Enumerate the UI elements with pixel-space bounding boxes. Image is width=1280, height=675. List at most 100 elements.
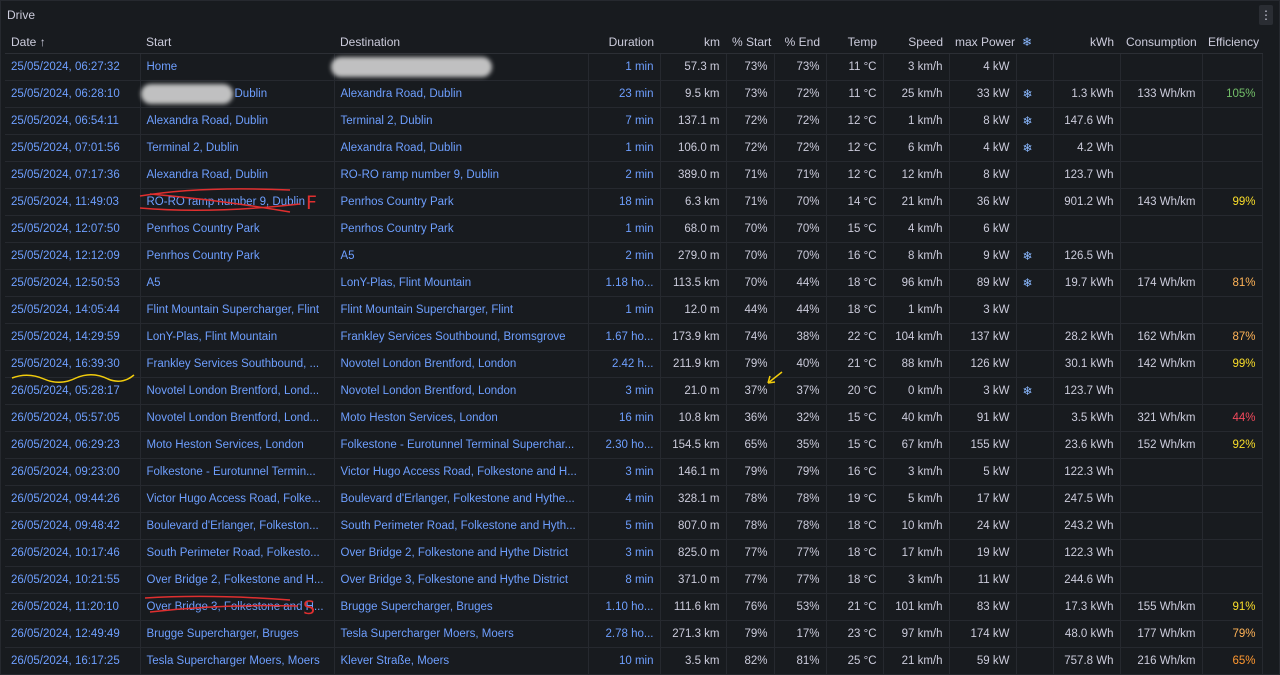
date-cell[interactable]: 25/05/2024, 12:12:09 xyxy=(5,242,141,270)
start-cell[interactable]: Penrhos Country Park xyxy=(140,215,335,243)
table-row[interactable]: 26/05/2024, 11:20:10 Over Bridge 3, Folke… xyxy=(5,593,1263,621)
duration-cell[interactable]: 2 min xyxy=(588,161,661,189)
duration-cell[interactable]: 10 min xyxy=(588,647,661,675)
start-cell[interactable]: Alexandra Road, Dublin xyxy=(140,161,335,189)
start-cell[interactable]: Novotel London Brentford, Lond... xyxy=(140,377,335,405)
table-row[interactable]: 26/05/2024, 12:49:49 Brugge Supercharger,… xyxy=(5,620,1263,648)
destination-cell[interactable]: Alexandra Road, Dublin xyxy=(334,134,589,162)
table-row[interactable]: 26/05/2024, 10:21:55 Over Bridge 2, Folke… xyxy=(5,566,1263,594)
start-cell[interactable]: Penrhos Country Park xyxy=(140,242,335,270)
destination-cell[interactable]: Victor Hugo Access Road, Folkestone and … xyxy=(334,458,589,486)
column-header-temp[interactable]: Temp xyxy=(826,31,883,54)
duration-cell[interactable]: 2.30 ho... xyxy=(588,431,661,459)
destination-cell[interactable]: Alexandra Road, Dublin xyxy=(334,80,589,108)
duration-cell[interactable]: 16 min xyxy=(588,404,661,432)
destination-cell[interactable]: Terminal 2, Dublin xyxy=(334,107,589,135)
column-header-start-soc[interactable]: % Start xyxy=(726,31,774,54)
date-cell[interactable]: 25/05/2024, 12:50:53 xyxy=(5,269,141,297)
start-cell[interactable]: Terminal 2, Dublin xyxy=(140,134,335,162)
table-row[interactable]: 25/05/2024, 12:50:53 A5 LonY-Plas, Flint M… xyxy=(5,269,1263,297)
start-cell[interactable]: Boulevard d'Erlanger, Folkeston... xyxy=(140,512,335,540)
duration-cell[interactable]: 3 min xyxy=(588,377,661,405)
duration-cell[interactable]: 1 min xyxy=(588,215,661,243)
duration-cell[interactable]: 23 min xyxy=(588,80,661,108)
duration-cell[interactable]: 3 min xyxy=(588,539,661,567)
column-header-destination[interactable]: Destination xyxy=(334,31,588,54)
duration-cell[interactable]: 1.10 ho... xyxy=(588,593,661,621)
destination-cell[interactable]: South Perimeter Road, Folkestone and Hyt… xyxy=(334,512,589,540)
table-row[interactable]: 26/05/2024, 09:44:26 Victor Hugo Access R… xyxy=(5,485,1263,513)
table-row[interactable]: 25/05/2024, 16:39:30 Frankley Services So… xyxy=(5,350,1263,378)
table-row[interactable]: 25/05/2024, 14:29:59 LonY-Plas, Flint Mou… xyxy=(5,323,1263,351)
destination-cell[interactable]: Penrhos Country Park xyxy=(334,188,589,216)
kebab-menu-icon[interactable]: ⋮ xyxy=(1259,5,1273,25)
start-cell[interactable]: Over Bridge 3, Folkestone and H... xyxy=(140,593,335,621)
table-row[interactable]: 25/05/2024, 06:27:32 Home 1 min 57.3 m 73% 73… xyxy=(5,53,1263,81)
column-header-consumption[interactable]: Consumption xyxy=(1120,31,1202,54)
destination-cell[interactable]: Flint Mountain Supercharger, Flint xyxy=(334,296,589,324)
column-header-efficiency[interactable]: Efficiency xyxy=(1202,31,1262,54)
date-cell[interactable]: 26/05/2024, 09:23:00 xyxy=(5,458,141,486)
table-row[interactable]: 26/05/2024, 06:29:23 Moto Heston Services… xyxy=(5,431,1263,459)
column-header-speed[interactable]: Speed xyxy=(883,31,949,54)
date-cell[interactable]: 26/05/2024, 06:29:23 xyxy=(5,431,141,459)
duration-cell[interactable]: 1 min xyxy=(588,53,661,81)
table-row[interactable]: 26/05/2024, 05:57:05 Novotel London Brent… xyxy=(5,404,1263,432)
date-cell[interactable]: 25/05/2024, 06:27:32 xyxy=(5,53,141,81)
duration-cell[interactable]: 7 min xyxy=(588,107,661,135)
table-row[interactable]: 25/05/2024, 07:01:56 Terminal 2, Dublin Al… xyxy=(5,134,1263,162)
destination-cell[interactable]: Klever Straße, Moers xyxy=(334,647,589,675)
start-cell[interactable]: Folkestone - Eurotunnel Termin... xyxy=(140,458,335,486)
column-header-kwh[interactable]: kWh xyxy=(1053,31,1120,54)
start-cell[interactable]: Brugge Supercharger, Bruges xyxy=(140,620,335,648)
date-cell[interactable]: 26/05/2024, 09:44:26 xyxy=(5,485,141,513)
destination-cell[interactable]: Folkestone - Eurotunnel Terminal Superch… xyxy=(334,431,589,459)
start-cell[interactable]: Over Bridge 2, Folkestone and H... xyxy=(140,566,335,594)
duration-cell[interactable]: 8 min xyxy=(588,566,661,594)
date-cell[interactable]: 25/05/2024, 16:39:30 xyxy=(5,350,141,378)
destination-cell[interactable]: Over Bridge 3, Folkestone and Hythe Dist… xyxy=(334,566,589,594)
date-cell[interactable]: 25/05/2024, 06:28:10 xyxy=(5,80,141,108)
start-cell[interactable]: Novotel London Brentford, Lond... xyxy=(140,404,335,432)
start-cell[interactable]: Frankley Services Southbound, ... xyxy=(140,350,335,378)
table-row[interactable]: 26/05/2024, 16:17:25 Tesla Supercharger M… xyxy=(5,647,1263,675)
destination-cell[interactable]: RO-RO ramp number 9, Dublin xyxy=(334,161,589,189)
date-cell[interactable]: 26/05/2024, 09:48:42 xyxy=(5,512,141,540)
date-cell[interactable]: 25/05/2024, 14:05:44 xyxy=(5,296,141,324)
duration-cell[interactable]: 1 min xyxy=(588,134,661,162)
column-header-date[interactable]: Date ↑ xyxy=(5,31,140,54)
date-cell[interactable]: 26/05/2024, 10:21:55 xyxy=(5,566,141,594)
date-cell[interactable]: 26/05/2024, 10:17:46 xyxy=(5,539,141,567)
date-cell[interactable]: 25/05/2024, 07:17:36 xyxy=(5,161,141,189)
start-cell[interactable]: South Perimeter Road, Folkesto... xyxy=(140,539,335,567)
table-row[interactable]: 26/05/2024, 09:23:00 Folkestone - Eurotun… xyxy=(5,458,1263,486)
start-cell[interactable]: Moto Heston Services, London xyxy=(140,431,335,459)
destination-cell[interactable]: Frankley Services Southbound, Bromsgrove xyxy=(334,323,589,351)
date-cell[interactable]: 26/05/2024, 05:57:05 xyxy=(5,404,141,432)
table-row[interactable]: 25/05/2024, 11:49:03 RO-RO ramp number 9,… xyxy=(5,188,1263,216)
duration-cell[interactable]: 3 min xyxy=(588,458,661,486)
destination-cell[interactable]: Novotel London Brentford, London xyxy=(334,377,589,405)
date-cell[interactable]: 26/05/2024, 11:20:10 xyxy=(5,593,141,621)
start-cell[interactable]: Home xyxy=(140,53,335,81)
date-cell[interactable]: 26/05/2024, 12:49:49 xyxy=(5,620,141,648)
destination-cell[interactable]: A5 xyxy=(334,242,589,270)
destination-cell[interactable]: Brugge Supercharger, Bruges xyxy=(334,593,589,621)
table-row[interactable]: 25/05/2024, 14:05:44 Flint Mountain Super… xyxy=(5,296,1263,324)
start-cell[interactable]: Victor Hugo Access Road, Folke... xyxy=(140,485,335,513)
start-cell[interactable]: Flint Mountain Supercharger, Flint xyxy=(140,296,335,324)
destination-cell[interactable]: Penrhos Country Park xyxy=(334,215,589,243)
table-row[interactable]: 26/05/2024, 05:28:17 Novotel London Brent… xyxy=(5,377,1263,405)
date-cell[interactable]: 25/05/2024, 12:07:50 xyxy=(5,215,141,243)
start-cell[interactable]: Alexandra Road, Dublin xyxy=(140,107,335,135)
table-row[interactable]: 25/05/2024, 06:28:10 Dublin Alexandra Road… xyxy=(5,80,1263,108)
column-header-max-power[interactable]: max Power xyxy=(949,31,1016,54)
destination-cell[interactable]: Boulevard d'Erlanger, Folkestone and Hyt… xyxy=(334,485,589,513)
column-header-end-soc[interactable]: % End xyxy=(774,31,826,54)
date-cell[interactable]: 25/05/2024, 11:49:03 xyxy=(5,188,141,216)
duration-cell[interactable]: 5 min xyxy=(588,512,661,540)
duration-cell[interactable]: 4 min xyxy=(588,485,661,513)
duration-cell[interactable]: 2 min xyxy=(588,242,661,270)
column-header-duration[interactable]: Duration xyxy=(588,31,660,54)
start-cell[interactable]: Tesla Supercharger Moers, Moers xyxy=(140,647,335,675)
